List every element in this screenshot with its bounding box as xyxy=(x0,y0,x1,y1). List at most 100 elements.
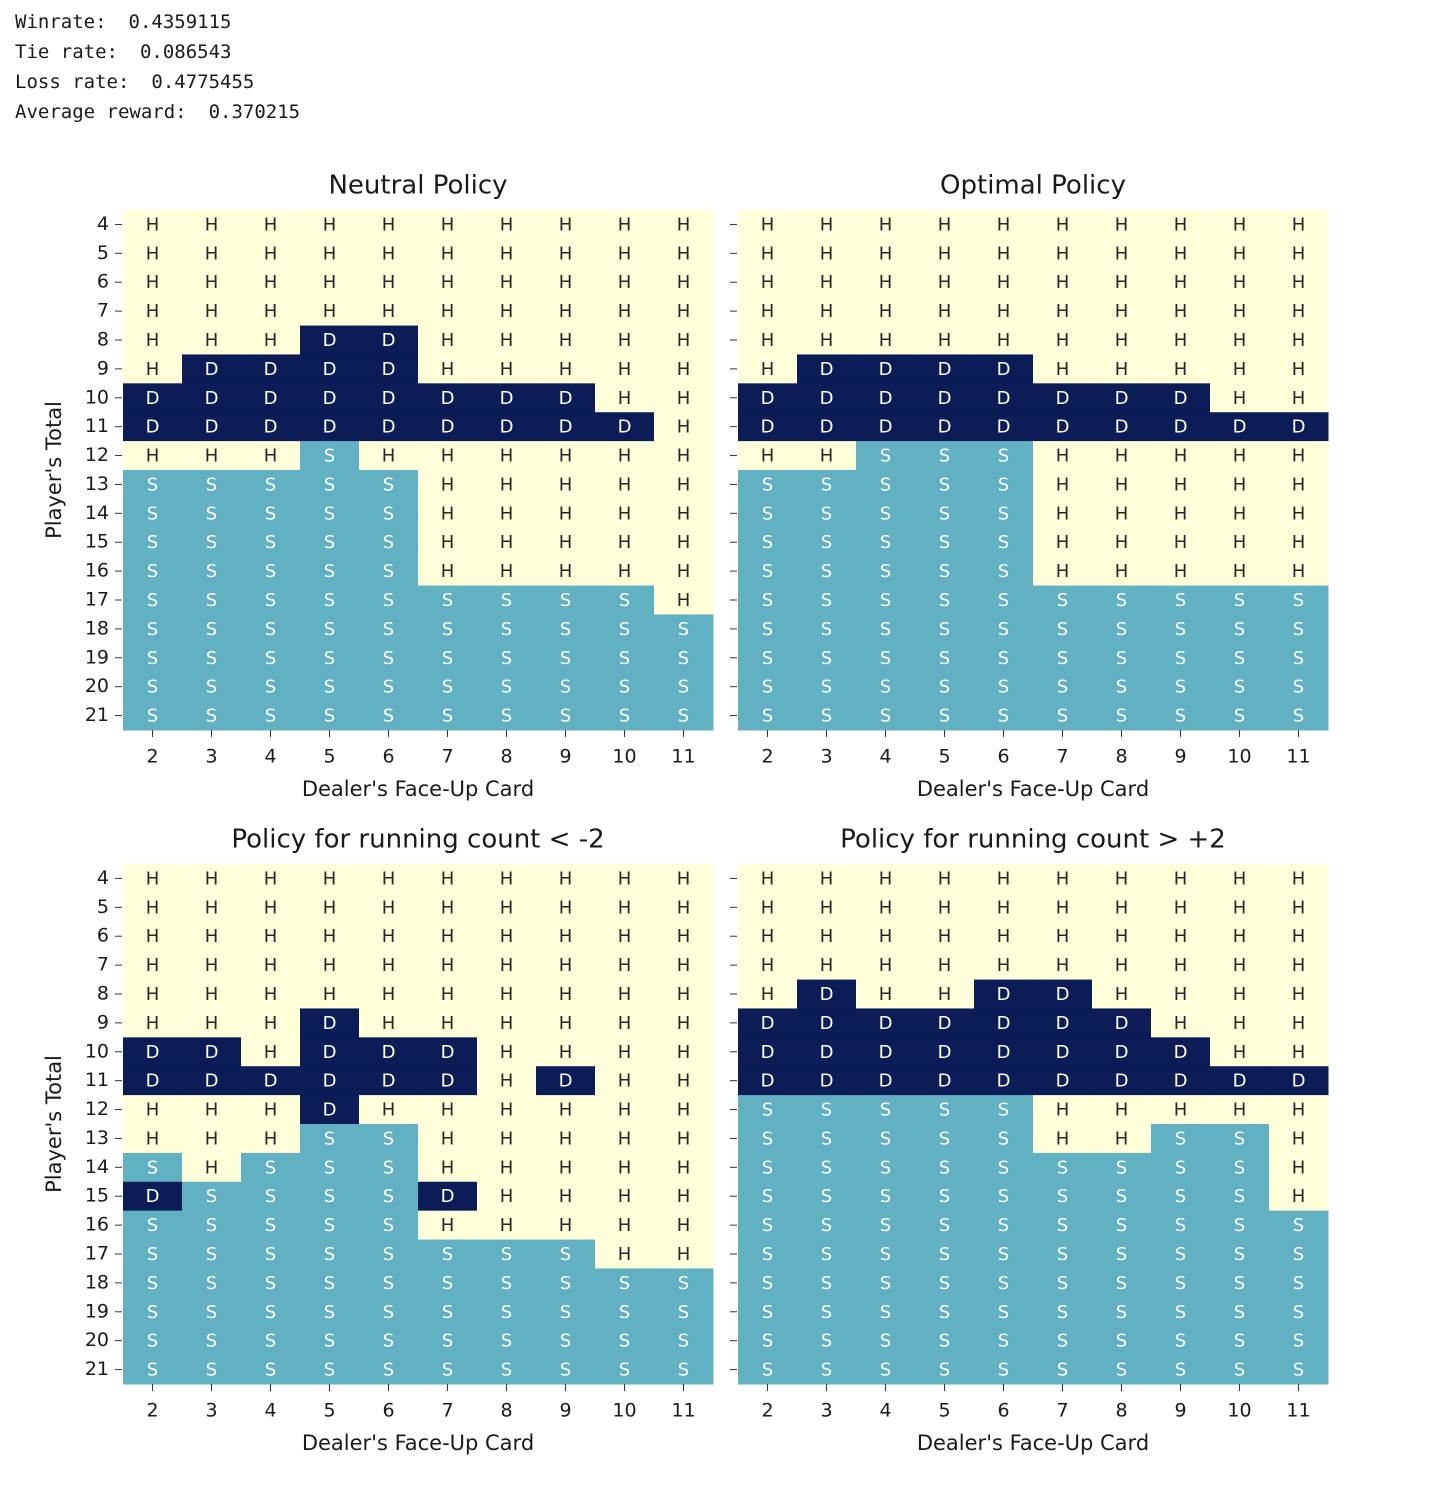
cell xyxy=(797,412,857,442)
cell xyxy=(477,672,537,702)
cell xyxy=(1092,383,1152,413)
cell-label: H xyxy=(1233,1013,1247,1034)
cell xyxy=(1269,383,1329,413)
cell xyxy=(654,1066,714,1096)
cell-label: S xyxy=(265,590,276,611)
cell xyxy=(1210,1152,1270,1183)
cell xyxy=(241,354,301,384)
cell xyxy=(1210,979,1270,1009)
cell-label: H xyxy=(500,1128,514,1149)
cell-label: H xyxy=(1292,561,1306,582)
cell xyxy=(241,1355,301,1385)
y-axis-label: Player's Total xyxy=(42,1055,66,1193)
cell-label: S xyxy=(678,1273,689,1294)
cell-label: S xyxy=(762,503,773,524)
stat-line: Loss rate: 0.4775455 xyxy=(15,71,254,93)
cell xyxy=(1092,296,1152,327)
cell xyxy=(856,864,916,894)
x-tick-label: 2 xyxy=(761,1400,773,1422)
cell-label: S xyxy=(265,1215,276,1236)
cell-label: S xyxy=(880,1360,891,1381)
cell-label: D xyxy=(1292,1071,1306,1092)
y-tick-label: 15 xyxy=(85,1185,109,1207)
cell xyxy=(1151,1152,1211,1183)
cell xyxy=(300,864,360,894)
cell-label: H xyxy=(1233,503,1247,524)
cell xyxy=(1210,585,1270,615)
cell xyxy=(797,441,857,471)
cell xyxy=(477,1239,537,1269)
cell-label: H xyxy=(500,359,514,380)
cell xyxy=(1092,864,1152,894)
cell xyxy=(241,701,301,731)
cell-label: S xyxy=(939,1157,950,1178)
x-tick-label: 10 xyxy=(1227,1400,1251,1422)
cell-label: S xyxy=(998,1331,1009,1352)
cell-label: S xyxy=(1175,677,1186,698)
cell-label: S xyxy=(324,648,335,669)
cell xyxy=(418,1326,478,1356)
cell xyxy=(418,383,478,413)
cell xyxy=(1269,950,1329,981)
cell-label: S xyxy=(939,1186,950,1207)
cell xyxy=(1092,1239,1152,1269)
cell xyxy=(974,210,1034,240)
cell xyxy=(1033,1326,1093,1356)
cell xyxy=(359,921,419,952)
y-tick-label: 13 xyxy=(85,473,109,495)
cell-label: S xyxy=(998,590,1009,611)
cell xyxy=(1210,921,1270,952)
cell-label: H xyxy=(1292,1157,1306,1178)
cell xyxy=(797,1066,857,1096)
cell-label: H xyxy=(205,926,219,947)
cell xyxy=(738,1268,798,1298)
cell-label: H xyxy=(938,897,952,918)
cell-label: S xyxy=(998,1302,1009,1323)
cell xyxy=(536,921,596,952)
cell-label: H xyxy=(1115,1128,1129,1149)
cell xyxy=(595,1326,655,1356)
cell xyxy=(974,441,1034,471)
cell-label: H xyxy=(1174,359,1188,380)
cell-label: H xyxy=(146,272,160,293)
cell-label: H xyxy=(441,214,455,235)
cell-label: S xyxy=(1057,1186,1068,1207)
cell xyxy=(123,1268,183,1298)
cell xyxy=(182,412,242,442)
cell-label: H xyxy=(441,243,455,264)
cell xyxy=(536,325,596,355)
cell xyxy=(797,1124,857,1154)
cell-label: D xyxy=(761,1013,775,1034)
cell-label: H xyxy=(264,955,278,976)
cell-label: H xyxy=(677,1100,691,1121)
cell xyxy=(974,643,1034,673)
cell-label: H xyxy=(205,214,219,235)
cell-label: H xyxy=(146,897,160,918)
cell xyxy=(738,672,798,702)
cell xyxy=(856,238,916,269)
cell-label: S xyxy=(383,474,394,495)
cell-label: H xyxy=(1115,446,1129,467)
cell-label: H xyxy=(1174,868,1188,889)
cell-label: S xyxy=(383,677,394,698)
cell-label: H xyxy=(382,955,396,976)
cell-label: D xyxy=(820,1042,834,1063)
cell xyxy=(182,1008,242,1038)
cell xyxy=(1033,643,1093,673)
cell xyxy=(654,354,714,384)
cell xyxy=(182,383,242,413)
cell xyxy=(856,470,916,500)
x-tick-label: 10 xyxy=(1227,746,1251,768)
cell-label: H xyxy=(205,1128,219,1149)
cell-label: S xyxy=(383,619,394,640)
cell-label: H xyxy=(997,926,1011,947)
cell-label: S xyxy=(1234,1273,1245,1294)
cell-label: H xyxy=(997,272,1011,293)
cell xyxy=(738,1297,798,1327)
cell-label: H xyxy=(1056,330,1070,351)
cell-label: H xyxy=(1115,532,1129,553)
cell-label: S xyxy=(1116,1360,1127,1381)
cell xyxy=(536,585,596,615)
cell-label: S xyxy=(998,1157,1009,1178)
cell xyxy=(300,1066,360,1096)
